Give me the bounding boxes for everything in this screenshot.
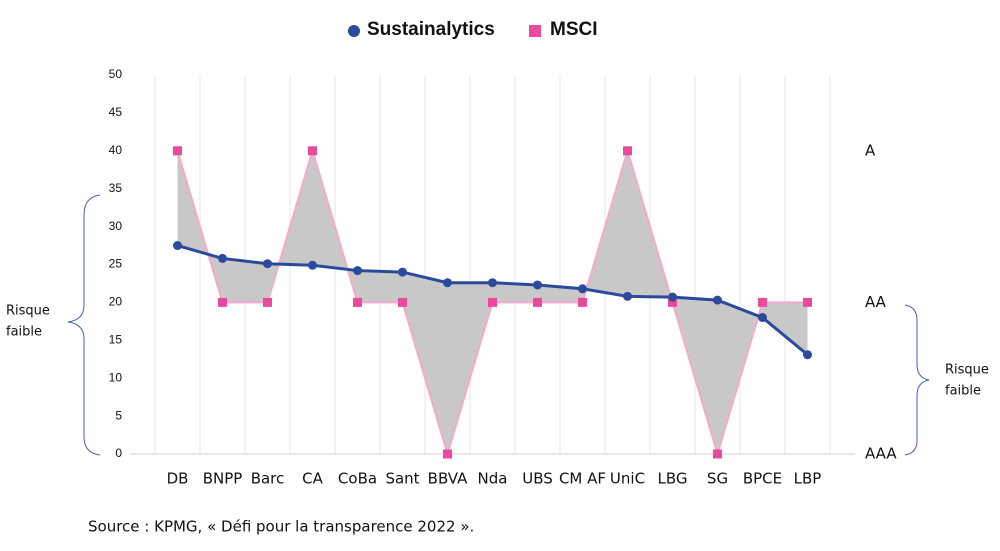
legend-label: MSCI: [550, 19, 598, 40]
source: Source : KPMG, « Défi pour la transparen…: [88, 518, 474, 536]
sustainalytics-point: [713, 295, 722, 305]
msci-point: [488, 297, 497, 307]
x-tick-label: UniC: [610, 470, 645, 488]
msci-point: [578, 297, 587, 307]
sustainalytics-point: [263, 259, 272, 269]
x-tick-label: UBS: [522, 470, 553, 488]
annotation: faible: [945, 384, 981, 399]
sustainalytics-point: [353, 266, 362, 276]
x-tick-label: Sant: [385, 470, 419, 488]
sustainalytics-point: [398, 267, 407, 277]
msci-point: [443, 449, 452, 459]
sustainalytics-point: [218, 253, 227, 263]
x-tick-label: LBP: [794, 470, 822, 488]
y-tick-label: 35: [109, 181, 123, 195]
msci-point: [623, 146, 632, 156]
msci-point: [263, 297, 272, 307]
sustainalytics-point: [173, 241, 182, 251]
sustainalytics-point: [308, 260, 317, 270]
sustainalytics-point: [668, 292, 677, 302]
x-tick-label: SG: [707, 470, 728, 488]
sustainalytics-point: [443, 278, 452, 288]
x-tick-label: CA: [302, 470, 323, 488]
legend-marker: [529, 25, 541, 37]
y-tick-label: 40: [109, 143, 123, 157]
y2-tick-label: AA: [865, 293, 887, 311]
x-tick-label: CM AF: [559, 470, 606, 488]
msci-point: [173, 146, 182, 156]
y-tick-label: 45: [109, 105, 123, 119]
x-tick-label: Barc: [251, 470, 285, 488]
legend-label: Sustainalytics: [367, 19, 495, 40]
annotation: faible: [6, 325, 42, 340]
msci-point: [398, 297, 407, 307]
x-tick-label: Nda: [478, 470, 508, 488]
x-tick-label: BBVA: [428, 470, 468, 488]
y2-tick-label: A: [865, 141, 876, 159]
x-tick-label: BPCE: [743, 470, 782, 488]
annotation: Risque: [945, 363, 989, 378]
brace-left: [67, 194, 101, 456]
annotation: Risque: [6, 304, 50, 319]
msci-point: [218, 297, 227, 307]
brace-right: [904, 304, 930, 456]
msci-point: [533, 297, 542, 307]
msci-point: [713, 449, 722, 459]
y-tick-label: 25: [109, 257, 123, 271]
sustainalytics-point: [623, 291, 632, 301]
msci-point: [308, 146, 317, 156]
msci-point: [353, 297, 362, 307]
y-tick-label: 10: [109, 370, 123, 384]
msci-point: [668, 297, 677, 307]
y-tick-label: 0: [115, 446, 122, 460]
msci-point: [803, 297, 812, 307]
x-tick-label: CoBa: [338, 470, 377, 488]
y-tick-label: 20: [109, 295, 123, 309]
x-tick-label: BNPP: [203, 470, 243, 488]
x-tick-label: LBG: [657, 470, 687, 488]
legend-marker: [348, 25, 360, 37]
msci-point: [758, 297, 767, 307]
sustainalytics-point: [758, 313, 767, 323]
sustainalytics-point: [578, 284, 587, 294]
sustainalytics-point: [803, 350, 812, 360]
x-tick-label: DB: [167, 470, 189, 488]
y-tick-label: 50: [109, 67, 123, 81]
y-tick-label: 5: [115, 408, 122, 422]
sustainalytics-point: [533, 280, 542, 290]
y-tick-label: 30: [109, 219, 123, 233]
y-tick-label: 15: [109, 332, 123, 346]
y2-tick-label: AAA: [865, 445, 897, 463]
sustainalytics-point: [488, 278, 497, 288]
